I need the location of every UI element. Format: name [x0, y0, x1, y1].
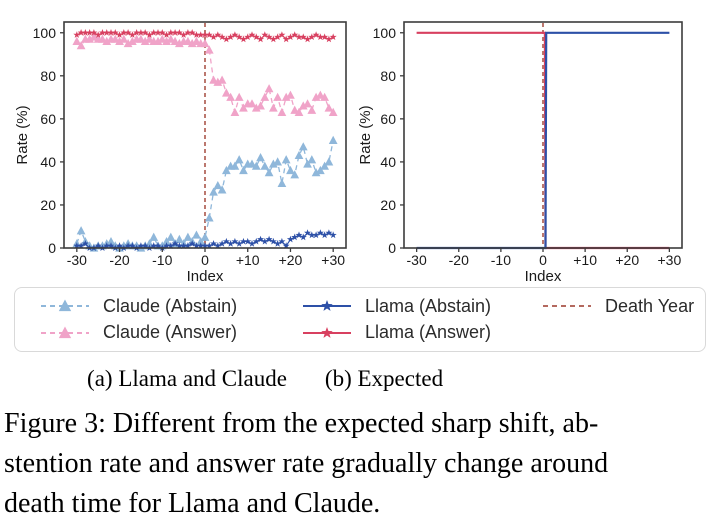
dashed-line-icon	[543, 305, 591, 308]
legend-label: Death Year	[605, 295, 695, 316]
y-tick-label: 40	[40, 154, 56, 170]
x-tick-label: +20	[615, 252, 639, 268]
subcaption-b: (b) Expected	[324, 366, 444, 391]
x-tick-label: +10	[236, 252, 260, 268]
y-tick-label: 100	[33, 25, 57, 41]
figure-caption-line-2: stention rate and answer rate gradually …	[4, 448, 609, 479]
y-tick-label: 0	[48, 240, 56, 256]
x-tick-label: +20	[279, 252, 303, 268]
y-tick-label: 60	[380, 111, 396, 127]
figure-caption: Figure 3: Different from the expected sh…	[4, 404, 608, 524]
x-tick-label: -20	[449, 252, 469, 268]
triangle-marker-icon	[41, 326, 89, 338]
y-tick-label: 0	[388, 240, 396, 256]
legend-entry-llama-abstain-: Llama (Abstain)	[301, 296, 541, 317]
x-tick-label: -20	[109, 252, 129, 268]
figure-caption-line-3: death time for Llama and Claude.	[4, 488, 381, 519]
legend-entry-llama-answer-: Llama (Answer)	[301, 322, 541, 343]
x-tick-label: +30	[657, 252, 681, 268]
legend-label: Claude (Answer)	[103, 322, 238, 343]
x-axis-label: Index	[187, 268, 224, 285]
figure-caption-line-1: Figure 3: Different from the expected sh…	[4, 408, 599, 439]
chart-a: -30 -20 -10 0 +10 +20 +30 0 20 40 60 80 100 Index Rate…	[14, 21, 347, 285]
x-tick-label: +30	[321, 252, 345, 268]
charts-svg: -30 -20 -10 0 +10 +20 +30 0 20 40 60 80 100 Index Rate…	[14, 21, 683, 285]
y-tick-label: 20	[40, 197, 56, 213]
y-axis-label: Rate (%)	[357, 105, 374, 164]
x-tick-label: -30	[407, 252, 427, 268]
legend-entry-death-year: Death Year	[541, 296, 699, 317]
x-tick-label: -30	[67, 252, 87, 268]
legend-entry-claude-abstain-: Claude (Abstain)	[39, 296, 301, 317]
x-axis-label: Index	[525, 268, 562, 285]
x-tick-label: 0	[539, 252, 547, 268]
y-tick-label: 80	[380, 68, 396, 84]
subcaption-a: (a) Llama and Claude	[87, 366, 287, 391]
y-tick-label: 60	[40, 111, 56, 127]
x-tick-label: +10	[573, 252, 597, 268]
y-tick-label: 20	[380, 197, 396, 213]
y-tick-label: 40	[380, 154, 396, 170]
y-tick-label: 100	[373, 25, 397, 41]
x-tick-label: -10	[152, 252, 172, 268]
x-tick-label: -10	[491, 252, 511, 268]
chart-legend: Claude (Abstain) Claude (Answer) Llama (Ab…	[14, 287, 706, 352]
series-claude-answer-	[72, 32, 338, 116]
legend-label: Llama (Answer)	[365, 322, 492, 343]
y-tick-label: 80	[40, 68, 56, 84]
legend-label: Claude (Abstain)	[103, 295, 238, 316]
legend-entry-claude-answer-: Claude (Answer)	[39, 322, 301, 343]
star-marker-icon	[303, 326, 351, 338]
x-tick-label: 0	[201, 252, 209, 268]
legend-label: Llama (Abstain)	[365, 295, 492, 316]
series-llama-answer-	[73, 29, 337, 43]
y-axis-label: Rate (%)	[14, 105, 31, 164]
triangle-marker-icon	[41, 299, 89, 312]
star-marker-icon	[303, 300, 351, 312]
chart-b: -30 -20 -10 0 +10 +20 +30 0 20 40 60 80 100 Index Rate…	[357, 21, 683, 285]
